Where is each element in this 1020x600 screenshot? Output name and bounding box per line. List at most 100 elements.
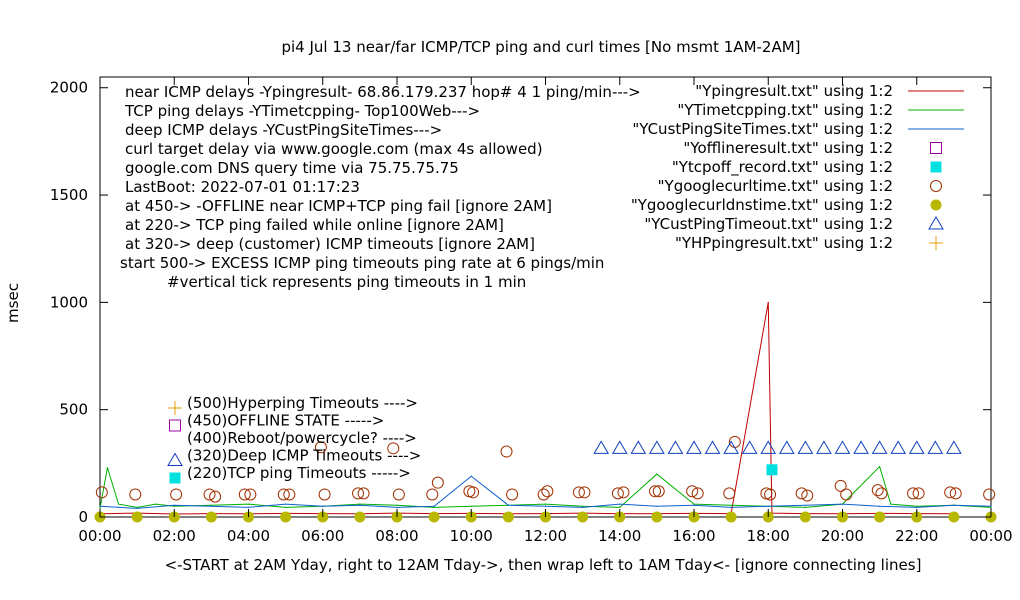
data-point [359,504,361,506]
data-point [99,507,101,510]
legend-swatch [929,236,943,250]
marker-key-label: (220)TCP ping Timeouts -----> [187,464,411,482]
data-point [990,506,992,508]
data-point [582,505,584,507]
data-point [117,503,120,505]
data-point [912,487,925,500]
data-point [916,506,918,508]
data-point [619,503,621,505]
legend-label: "YHPpingresult.txt" using 1:2 [675,234,893,252]
data-point [890,503,892,505]
data-point [667,440,684,454]
data-point [593,440,610,454]
data-point [396,506,398,508]
data-point [352,487,365,500]
x-tick-label: 02:00 [153,527,196,545]
x-tick-label: 00:00 [969,527,1012,545]
x-tick-label: 14:00 [598,527,641,545]
data-point [656,505,658,507]
data-point [129,488,142,501]
data-point [927,440,944,454]
data-point [502,511,514,523]
legend-swatch [928,216,944,230]
note-line: at 320-> deep (customer) ICMP timeouts [… [125,235,535,253]
data-point [795,487,808,500]
data-point [155,503,157,505]
data-point [853,440,869,454]
data-point [908,440,925,454]
data-point [730,504,732,506]
data-point [834,440,851,454]
marker-key-label: (320)Deep ICMP Timeouts ----> [187,447,421,465]
data-point [426,488,439,501]
data-point [760,487,773,500]
legend-swatch [930,199,942,211]
x-tick-label: 18:00 [747,527,790,545]
data-point [277,488,290,501]
data-point [651,511,663,523]
data-point [582,506,584,508]
x-tick-label: 06:00 [301,527,344,545]
x-tick-label: 20:00 [821,527,864,545]
legend-swatch [930,161,942,173]
data-point [322,505,324,507]
data-point [916,505,918,507]
data-point [879,505,881,507]
legend-swatch [930,142,942,154]
data-point [572,486,585,499]
data-point [544,505,547,507]
legend-label: "Ygooglecurldnstime.txt" using 1:2 [631,196,893,214]
data-point [949,487,962,500]
x-axis-label: <-START at 2AM Yday, right to 12AM Tday-… [165,556,922,574]
x-tick-label: 22:00 [895,527,938,545]
note-line: TCP ping delays -YTimetcpping- Top100Web… [124,102,480,120]
data-point [467,486,480,499]
data-point [778,440,795,454]
data-point [693,503,695,505]
y-axis-label: msec [4,283,22,323]
data-point [544,503,547,505]
data-point [99,505,101,507]
data-point [723,487,736,500]
data-point [392,488,405,501]
data-point [106,467,109,469]
legend-label: "YCustPingSiteTimes.txt" using 1:2 [632,120,893,138]
data-point [244,488,257,501]
data-point [907,487,920,500]
data-point [470,505,472,507]
data-point [804,506,806,508]
data-point [247,503,250,505]
notes-block: near ICMP delays -Ypingresult- 68.86.179… [120,83,641,291]
x-tick-label: 16:00 [672,527,715,545]
data-point [890,440,907,454]
legend-label: "Ygooglecurltime.txt" using 1:2 [658,177,893,195]
x-tick-label: 08:00 [375,527,418,545]
data-point [210,505,212,507]
data-point [203,488,216,501]
data-point [944,486,957,499]
legend-label: "YTimetcpping.txt" using 1:2 [677,101,893,119]
y-tick-label: 2000 [50,79,88,97]
data-point [387,442,400,455]
note-line: google.com DNS query time via 75.75.75.7… [125,159,459,177]
axes: 00:00 02:00 04:00 06:00 08:00 10:00 12:00 14:00… [50,77,1013,545]
data-point [136,507,138,510]
marker-key-symbol [167,452,183,466]
data-point [693,504,695,506]
data-point [170,488,183,501]
data-point [766,464,778,476]
data-point [173,504,175,506]
data-point [730,506,732,508]
legend-label: "YCustPingTimeout.txt" using 1:2 [644,215,893,233]
legend-label: "Yofflineresult.txt" using 1:2 [683,139,893,157]
data-point [506,488,519,501]
data-point [948,511,960,523]
y-tick-label: 500 [59,401,88,419]
note-line: curl target delay via www.google.com (ma… [125,140,543,158]
data-point [769,409,771,411]
data-point [725,511,737,523]
marker-key-symbol [169,419,181,432]
chart-title: pi4 Jul 13 near/far ICMP/TCP ping and cu… [281,38,800,56]
data-point [953,504,955,506]
data-point [834,479,847,492]
